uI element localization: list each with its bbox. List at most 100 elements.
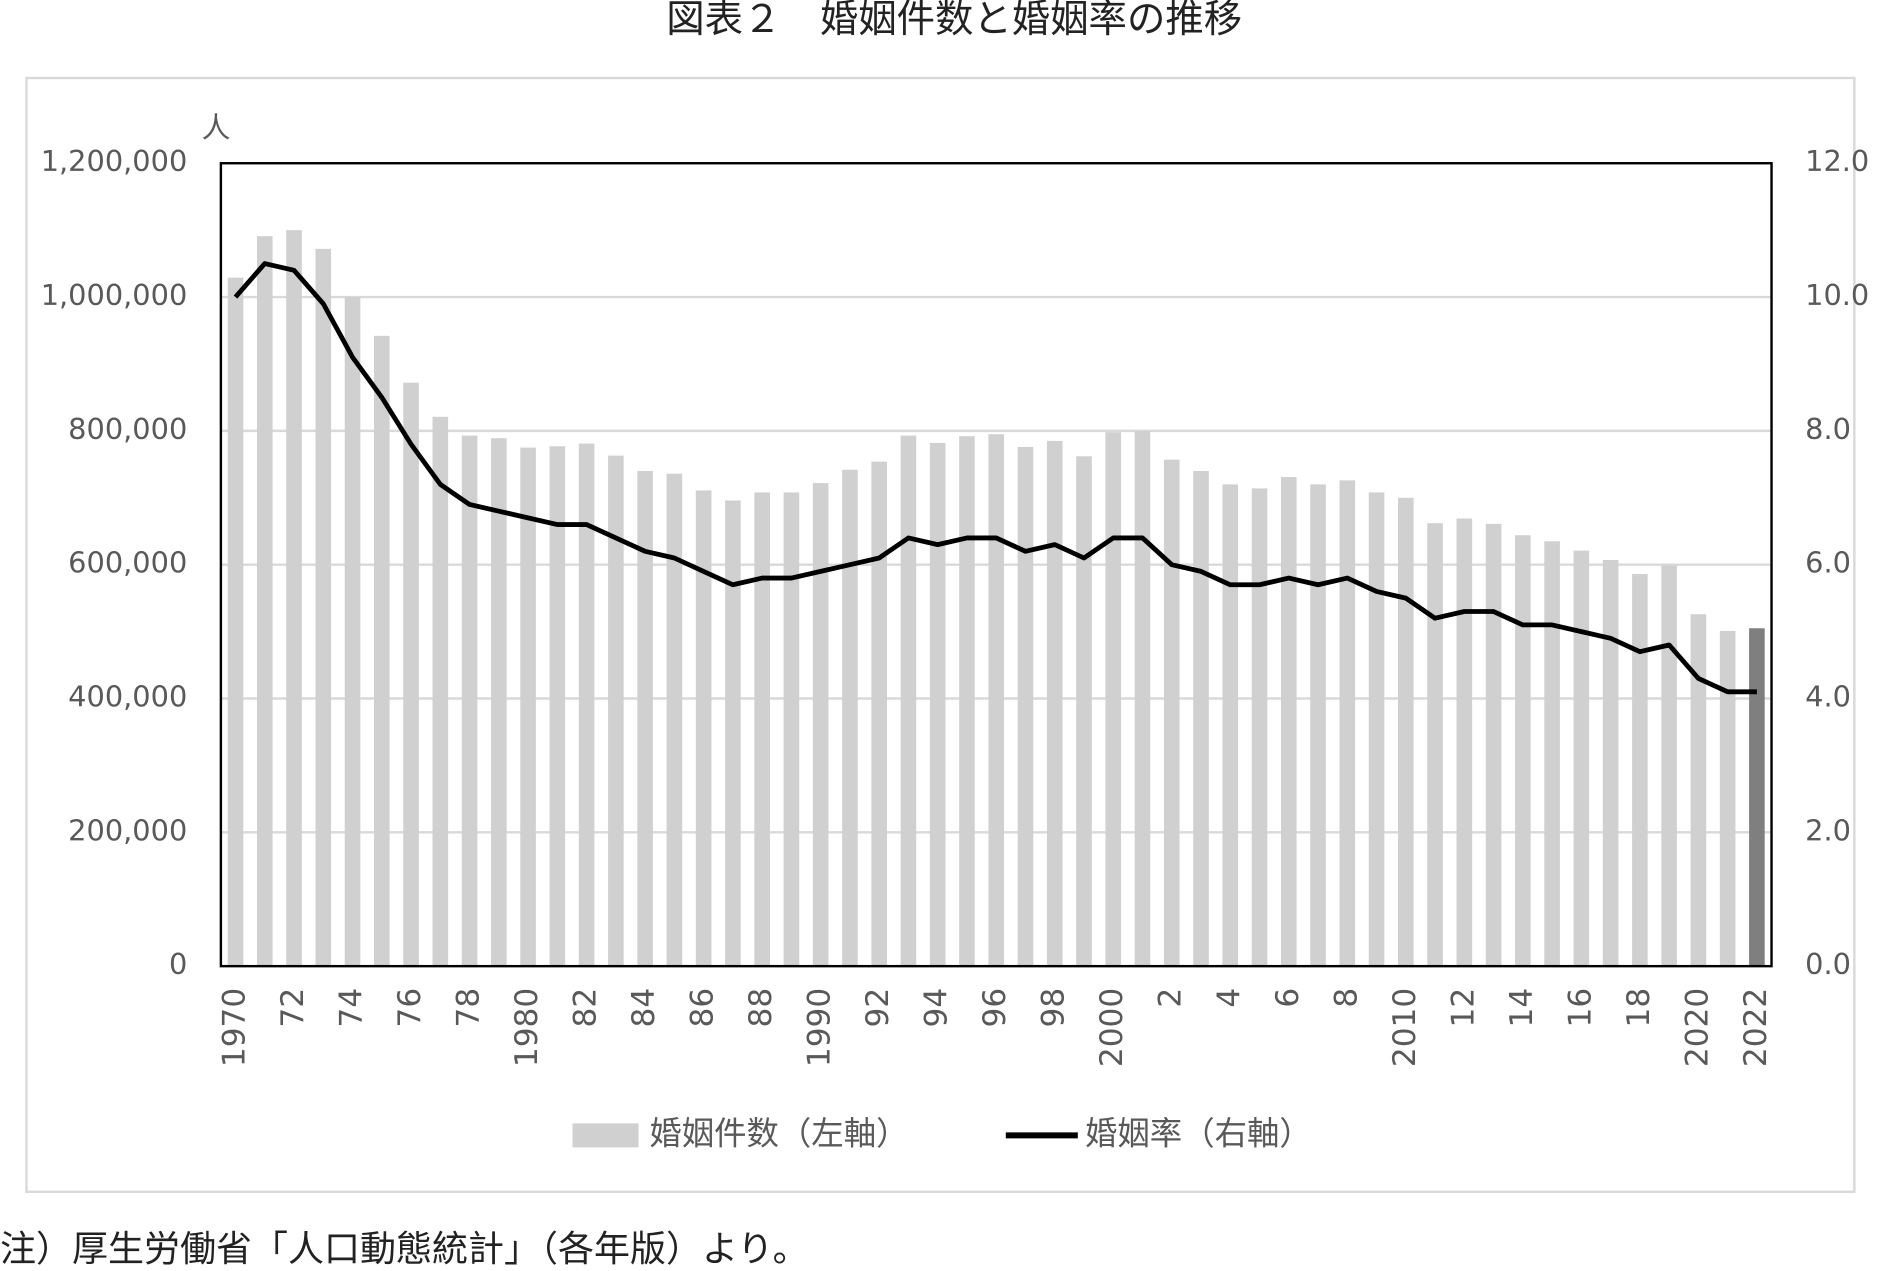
y2-tick-label: 4.0 (1805, 680, 1851, 714)
bar (1690, 614, 1707, 967)
chart-frame (25, 76, 1856, 1193)
bar (1222, 484, 1239, 967)
bar (725, 500, 741, 967)
bar (432, 416, 449, 967)
y2-tick-label: 10.0 (1805, 278, 1869, 312)
bar (520, 447, 536, 967)
y-tick-label: 1,200,000 (41, 144, 188, 178)
x-tick-label: 72 (275, 988, 311, 1028)
y2-tick-label: 0.0 (1805, 947, 1851, 981)
bar (929, 442, 946, 967)
bar (344, 297, 361, 967)
y2-tick-label: 12.0 (1805, 144, 1869, 178)
y-tick-label: 400,000 (68, 680, 187, 714)
bar (1046, 440, 1063, 967)
y-tick-label: 0 (169, 947, 187, 981)
footnote: 注）厚生労働省「人口動態統計」（各年版）より。 (0, 1229, 809, 1270)
bar (1515, 535, 1531, 967)
legend-label: 婚姻率（右軸） (1085, 1114, 1312, 1152)
bar (754, 492, 770, 967)
y-tick-label: 200,000 (68, 813, 187, 847)
bar (256, 236, 273, 967)
bar (1632, 574, 1648, 967)
bar (1661, 565, 1677, 967)
bar (1076, 456, 1092, 967)
bar (666, 473, 683, 967)
x-tick-label: 12 (1445, 988, 1481, 1028)
bar (315, 248, 332, 967)
y2-tick-label: 2.0 (1805, 813, 1851, 847)
y-unit: 人 (202, 111, 231, 145)
bar (549, 446, 566, 967)
x-tick-label: 98 (1036, 988, 1072, 1028)
bar (988, 434, 1005, 967)
chart-title: 図表２ 婚姻件数と婚姻率の推移 (666, 0, 1242, 42)
x-tick-label: 1990 (802, 988, 838, 1067)
bar (695, 490, 712, 967)
bar (1456, 518, 1473, 967)
x-tick-label: 2000 (1094, 988, 1130, 1067)
bar (286, 230, 302, 967)
x-tick-label: 74 (334, 988, 370, 1028)
bar (812, 483, 829, 967)
x-tick-label: 82 (568, 988, 604, 1028)
bar (1602, 560, 1619, 967)
x-tick-label: 2020 (1679, 988, 1715, 1067)
x-tick-label: 1980 (509, 988, 545, 1067)
y-tick-label: 800,000 (68, 412, 187, 446)
bar (403, 382, 419, 967)
x-tick-label: 1970 (217, 988, 253, 1067)
bar (608, 455, 624, 967)
x-tick-label: 94 (919, 988, 955, 1028)
bar (1105, 432, 1122, 967)
bar (1163, 459, 1180, 967)
bar (1017, 446, 1034, 967)
y-tick-label: 1,000,000 (41, 278, 188, 312)
bar (1368, 492, 1385, 967)
x-tick-label: 76 (392, 988, 428, 1028)
bar (637, 471, 653, 967)
y2-tick-label: 6.0 (1805, 546, 1851, 580)
bar (900, 435, 917, 967)
bar (1427, 523, 1443, 967)
x-tick-label: 6 (1270, 988, 1306, 1008)
x-tick-label: 8 (1328, 988, 1364, 1008)
bar (1193, 471, 1209, 967)
bar (1398, 497, 1414, 967)
bar (959, 436, 975, 967)
bar (461, 435, 478, 967)
bar (1134, 430, 1151, 967)
x-tick-label: 84 (626, 988, 662, 1028)
x-tick-label: 78 (451, 988, 487, 1028)
legend-label: 婚姻件数（左軸） (649, 1114, 908, 1152)
x-tick-label: 86 (685, 988, 721, 1028)
x-tick-label: 18 (1621, 988, 1657, 1028)
bar (1251, 488, 1268, 967)
x-tick-label: 14 (1504, 988, 1540, 1028)
bar (491, 438, 507, 967)
bar (374, 335, 390, 967)
bar (871, 461, 887, 967)
bar (1573, 550, 1590, 967)
bar (1310, 484, 1326, 967)
plot-frame (219, 162, 1773, 968)
x-tick-label: 16 (1562, 988, 1598, 1028)
bar (578, 443, 595, 967)
bar (1339, 480, 1356, 967)
x-tick-label: 2 (1153, 988, 1189, 1008)
bar (783, 492, 800, 967)
x-tick-label: 4 (1211, 988, 1247, 1008)
bar (1719, 630, 1736, 967)
bar (227, 277, 244, 967)
x-tick-label: 92 (860, 988, 896, 1028)
bar (1749, 628, 1765, 967)
legend-swatch (572, 1123, 639, 1148)
y-tick-label: 600,000 (68, 546, 187, 580)
x-tick-label: 96 (977, 988, 1013, 1028)
bar (842, 469, 858, 967)
x-tick-label: 88 (743, 988, 779, 1028)
bar (1485, 523, 1502, 967)
line (233, 261, 1757, 695)
